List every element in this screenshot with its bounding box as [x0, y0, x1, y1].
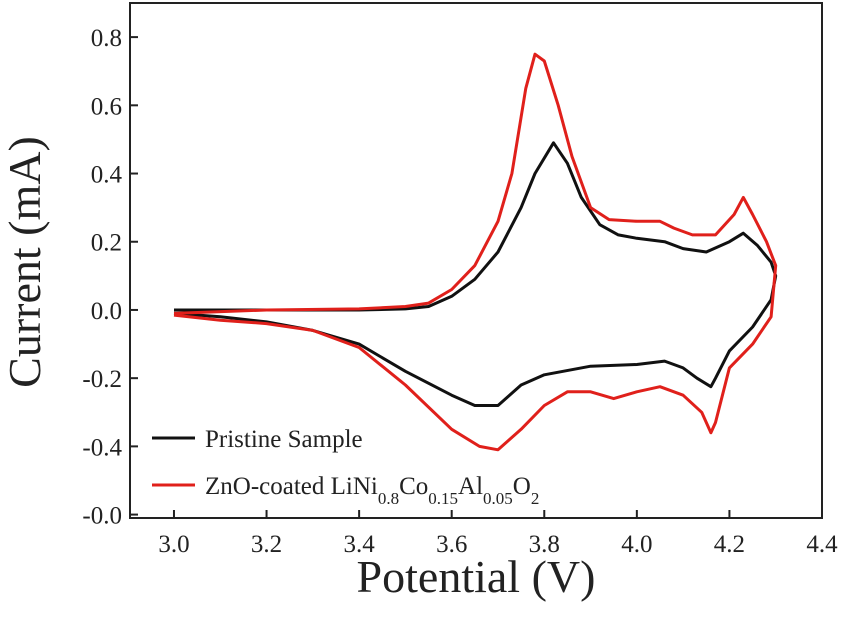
x-tick-label: 3.0: [158, 531, 189, 558]
plot-frame: [129, 2, 823, 519]
legend-label: Pristine Sample: [205, 426, 363, 453]
x-tick-label: 4.0: [621, 531, 652, 558]
y-tick-label: -0.0: [82, 503, 122, 530]
x-tick-label: 3.6: [436, 531, 467, 558]
y-tick-label: 0.6: [91, 93, 122, 120]
x-tick-label: 3.4: [343, 531, 375, 558]
curve: [173, 52, 778, 452]
y-tick-label: 0.0: [91, 298, 122, 325]
x-tick-label: 3.8: [529, 531, 560, 558]
y-tick-label: 0.8: [91, 25, 122, 52]
curve: [173, 141, 778, 407]
y-tick-label: 0.4: [91, 162, 123, 189]
legend-label: ZnO-coated LiNi0.8Co0.15Al0.05O2: [205, 473, 539, 508]
x-tick-label: 4.4: [806, 531, 838, 558]
x-tick-label: 4.2: [714, 531, 745, 558]
x-tick-label: 3.2: [251, 531, 282, 558]
y-tick-label: -0.2: [82, 366, 122, 393]
y-tick-label: 0.2: [91, 230, 122, 257]
x-axis-label: Potential (V): [357, 551, 596, 602]
y-tick-label: -0.4: [82, 434, 122, 461]
y-axis-label: Current (mA): [0, 136, 50, 388]
